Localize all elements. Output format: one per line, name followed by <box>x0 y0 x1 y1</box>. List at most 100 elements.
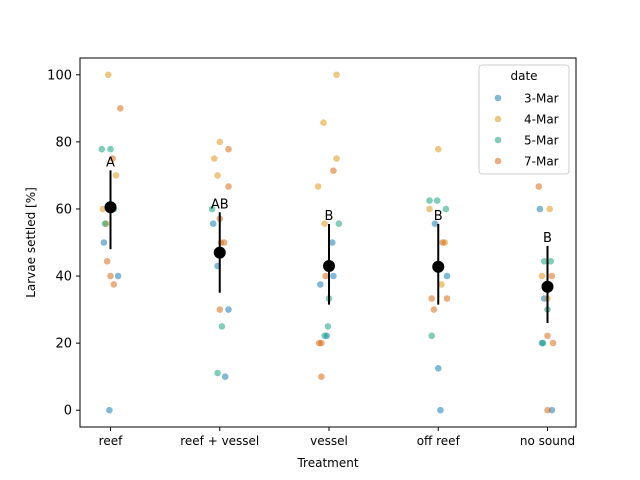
data-point <box>225 306 232 313</box>
data-point <box>535 183 543 190</box>
data-point <box>318 373 325 381</box>
data-point <box>208 205 216 213</box>
data-point <box>321 332 328 340</box>
data-point <box>110 281 118 288</box>
x-axis-label: Treatment <box>296 456 358 470</box>
legend-label: 7-Mar <box>524 155 559 169</box>
group-letter: AB <box>211 197 229 212</box>
data-point <box>539 339 547 347</box>
mean-marker <box>104 201 117 214</box>
data-point <box>117 105 124 112</box>
data-point <box>547 258 555 265</box>
group-letter: B <box>434 209 443 224</box>
data-point <box>218 323 226 330</box>
legend-label: 3-Mar <box>524 92 559 106</box>
data-point <box>209 220 217 227</box>
data-point <box>439 239 446 246</box>
data-point <box>435 365 442 372</box>
group-letter: B <box>543 231 552 246</box>
data-point <box>443 272 451 280</box>
data-point <box>333 71 340 79</box>
data-point <box>107 145 114 153</box>
data-point <box>318 339 325 347</box>
data-point <box>549 339 557 347</box>
data-point <box>105 71 112 79</box>
data-point <box>330 272 337 280</box>
data-point <box>225 145 232 153</box>
legend-title: date <box>510 69 537 83</box>
data-point <box>443 295 451 302</box>
y-tick-label: 60 <box>55 202 72 217</box>
data-point <box>433 197 441 204</box>
mean-marker <box>432 260 445 273</box>
data-point <box>435 145 442 153</box>
x-tick-label: off reef <box>417 434 461 448</box>
data-point <box>536 205 544 213</box>
legend-label: 5-Mar <box>524 134 559 148</box>
x-tick-label: vessel <box>310 434 348 448</box>
data-point <box>106 406 113 414</box>
axes-frame <box>79 57 577 428</box>
data-point <box>330 167 337 174</box>
data-point <box>112 172 120 179</box>
data-point <box>317 281 324 288</box>
data-point <box>324 323 332 330</box>
data-point <box>114 272 122 280</box>
data-point <box>430 306 438 313</box>
data-point <box>214 369 221 377</box>
data-point <box>225 183 232 190</box>
data-point <box>103 258 111 265</box>
y-tick-label: 40 <box>55 270 72 285</box>
legend-marker <box>494 115 502 123</box>
data-point <box>540 258 548 265</box>
y-tick-label: 20 <box>55 337 72 352</box>
data-point <box>314 183 322 190</box>
data-point <box>221 373 229 381</box>
data-point <box>438 281 445 288</box>
y-tick-label: 80 <box>55 135 72 150</box>
data-point <box>544 406 551 414</box>
legend-marker <box>494 157 502 165</box>
data-point <box>320 119 327 126</box>
y-tick-label: 100 <box>47 68 72 83</box>
legend-label: 4-Mar <box>524 113 559 127</box>
data-point <box>216 306 224 313</box>
data-point <box>211 155 218 162</box>
data-point <box>101 220 109 227</box>
legend-marker <box>494 94 502 102</box>
group-letter: A <box>106 155 115 170</box>
data-point <box>107 272 114 280</box>
data-point <box>428 295 436 302</box>
data-point <box>100 239 108 246</box>
data-point <box>426 197 433 204</box>
data-point <box>442 205 450 213</box>
y-axis-label: Larvae settled [%] <box>24 187 38 298</box>
data-point <box>333 155 340 162</box>
data-point <box>216 138 224 146</box>
data-point <box>428 332 436 340</box>
means-layer: A AB B B B <box>104 155 554 323</box>
x-tick-label: reef + vessel <box>180 434 259 448</box>
legend-entries: 3-Mar 4-Mar 5-Mar 7-Mar <box>494 92 559 169</box>
data-point <box>546 205 553 213</box>
data-point <box>426 205 433 213</box>
group-letter: B <box>325 209 334 224</box>
data-point <box>538 272 546 280</box>
data-point <box>335 220 343 227</box>
legend-marker <box>494 136 502 144</box>
legend-frame <box>478 64 570 175</box>
data-point <box>329 239 336 246</box>
data-point <box>109 155 116 162</box>
mean-marker <box>213 246 226 259</box>
data-point <box>437 406 444 414</box>
legend: date 3-Mar 4-Mar 5-Mar 7-Mar <box>478 64 570 175</box>
data-point <box>214 172 221 179</box>
data-point <box>548 272 556 280</box>
x-tick-label: reef <box>99 434 123 448</box>
data-point <box>220 239 228 246</box>
y-tick-label: 0 <box>64 404 72 419</box>
data-point <box>321 220 328 227</box>
data-point <box>431 220 439 227</box>
data-point <box>544 332 551 340</box>
